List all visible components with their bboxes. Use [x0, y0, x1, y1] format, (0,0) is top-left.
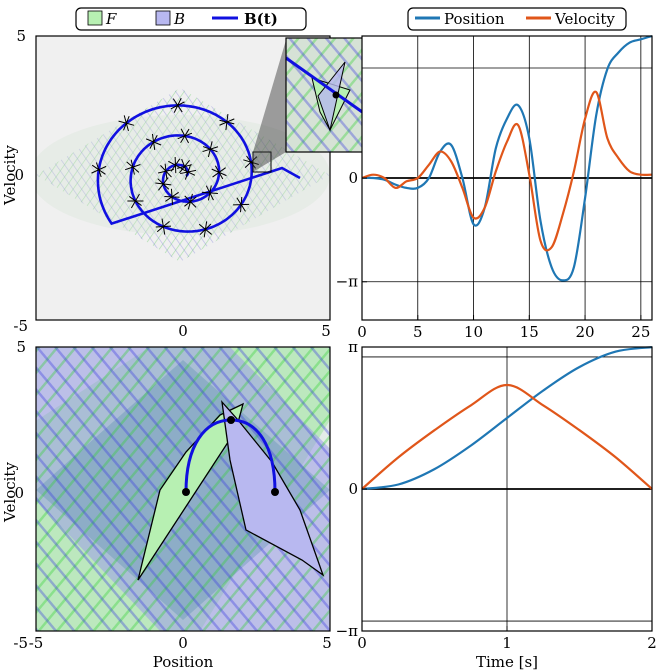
legend-backward-swatch: [155, 10, 171, 26]
x-tick-label: 0: [357, 323, 367, 341]
panel-bottom-left-frame: [35, 346, 331, 632]
inset-connector: [253, 40, 286, 172]
bowtie-marker: [157, 163, 174, 179]
bl-xtick-right: 5: [322, 634, 332, 652]
bowtie-marker: [170, 97, 185, 113]
top-right-velocity-line: [361, 90, 653, 252]
bowtie-marker: [145, 133, 162, 150]
x-tick-label: 20: [576, 323, 595, 341]
x-tick-label: 2: [647, 634, 657, 652]
bottom-right-ticks: 0 1 2π0−π: [336, 338, 657, 652]
panel-bottom-left: 5 0 -5 -5 0 5 Velocity Position: [1, 338, 332, 671]
panel-bottom-right-frame: [361, 346, 653, 632]
bottom-right-position-line: [361, 346, 653, 491]
bowtie-marker: [198, 221, 212, 238]
bottom-right-gridlines: [362, 347, 652, 631]
legend-position-label: Position: [444, 10, 505, 28]
bowtie-markers: [91, 97, 259, 238]
panel-top-left-frame: [35, 35, 331, 321]
bowtie-marker: [219, 113, 235, 131]
y-tick-label: −π: [336, 622, 359, 640]
bowtie-marker: [243, 155, 259, 169]
legend-forward-swatch: [87, 10, 103, 26]
end-point: [271, 488, 279, 496]
br-xlabel: Time [s]: [476, 653, 538, 671]
tl-xtick-mid: 0: [178, 322, 188, 340]
bl-xtick-left: -5: [29, 634, 44, 652]
y-tick-label: π: [348, 338, 358, 356]
x-tick-label: 5: [413, 323, 423, 341]
bowtie-marker: [233, 196, 250, 213]
bowtie-marker: [211, 165, 227, 180]
start-point: [182, 488, 190, 496]
bowtie-marker: [155, 218, 172, 235]
bowtie-marker: [127, 193, 144, 209]
y-tick-label: 0: [348, 480, 358, 498]
panel-top-right-frame: [361, 35, 653, 321]
x-tick-label: 15: [520, 323, 539, 341]
bowtie-marker: [155, 177, 172, 191]
tl-ytick-bottom: -5: [13, 317, 28, 335]
panel-top-left: 5 0 -5 0 5 Velocity: [1, 27, 383, 340]
trajectory-spiral: [96, 104, 301, 233]
set-haze: [36, 115, 330, 235]
legend-right-frame: [407, 7, 627, 31]
bowtie-marker: [202, 141, 219, 158]
bowtie-marker: [184, 193, 197, 210]
bl-ytick-mid: 0: [14, 484, 24, 502]
tl-ylabel: Velocity: [1, 145, 19, 206]
bowtie-marker: [177, 128, 193, 144]
apex-point: [227, 416, 235, 424]
x-tick-label: 1: [502, 634, 512, 652]
panel-top-right: 0 5 10 15 20 25 0 −π: [336, 34, 653, 341]
bl-xtick-mid: 0: [178, 634, 188, 652]
legend-forward-label: F: [105, 10, 117, 28]
legend-left: F B B(t): [75, 7, 307, 31]
bl-xlabel: Position: [153, 653, 214, 671]
legend-right: Position Velocity: [407, 7, 627, 31]
panel-bottom-right: 0 1 2π0−π Time [s]: [336, 338, 657, 671]
bottom-right-velocity-line: [361, 383, 653, 490]
bowtie-marker: [201, 185, 218, 201]
x-tick-label: 0: [357, 634, 367, 652]
inset-point: [332, 91, 340, 99]
backward-cell: [221, 399, 325, 577]
bowtie-marker: [124, 159, 141, 175]
tl-xtick-right: 5: [321, 322, 331, 340]
reachable-sets-bottom-left: [36, 347, 330, 631]
legend-trajectory-label: B(t): [244, 10, 278, 28]
y-tick-label: −π: [336, 273, 359, 291]
tl-ytick-mid: 0: [14, 166, 24, 184]
bowtie-marker: [180, 164, 197, 180]
tl-ytick-top: 5: [16, 27, 26, 45]
top-right-position-line: [361, 34, 653, 282]
y-tick-label: 0: [348, 169, 358, 187]
legend-left-frame: [75, 7, 307, 31]
inset-source-box: [252, 151, 272, 173]
bl-ylabel: Velocity: [1, 462, 19, 523]
legend-velocity-label: Velocity: [554, 10, 615, 28]
x-tick-label: 10: [464, 323, 483, 341]
bl-ytick-bottom: -5: [13, 634, 28, 652]
bowtie-marker: [118, 115, 135, 132]
bowtie-marker: [91, 162, 107, 178]
x-tick-label: 25: [631, 323, 650, 341]
bowtie-marker: [164, 188, 180, 205]
bl-ytick-top: 5: [16, 338, 26, 356]
legend-backward-label: B: [173, 10, 185, 28]
